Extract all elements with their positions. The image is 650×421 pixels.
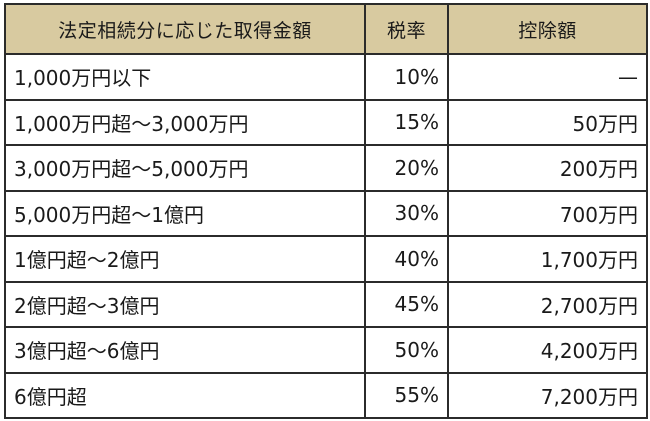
cell-tax-rate: 20% xyxy=(364,144,449,192)
cell-acquisition-amount: 3,000万円超～5,000万円 xyxy=(4,144,366,192)
cell-deduction: 200万円 xyxy=(447,144,648,192)
cell-tax-rate: 50% xyxy=(364,326,449,374)
cell-acquisition-amount: 1億円超～2億円 xyxy=(4,235,366,283)
cell-deduction: — xyxy=(447,53,648,101)
header-deduction: 控除額 xyxy=(447,3,648,55)
cell-tax-rate: 30% xyxy=(364,189,449,237)
table-row: 5,000万円超～1億円 30% 700万円 xyxy=(4,189,648,237)
cell-deduction: 700万円 xyxy=(447,189,648,237)
table-row: 3億円超～6億円 50% 4,200万円 xyxy=(4,326,648,374)
cell-acquisition-amount: 1,000万円超～3,000万円 xyxy=(4,98,366,146)
table-body: 1,000万円以下 10% — 1,000万円超～3,000万円 15% 50万… xyxy=(4,53,648,419)
table-row: 1億円超～2億円 40% 1,700万円 xyxy=(4,235,648,283)
cell-deduction: 50万円 xyxy=(447,98,648,146)
header-tax-rate: 税率 xyxy=(364,3,449,55)
header-acquisition-amount: 法定相続分に応じた取得金額 xyxy=(4,3,366,55)
cell-deduction: 7,200万円 xyxy=(447,371,648,419)
table-row: 1,000万円以下 10% — xyxy=(4,53,648,101)
cell-tax-rate: 10% xyxy=(364,53,449,101)
cell-tax-rate: 55% xyxy=(364,371,449,419)
cell-deduction: 4,200万円 xyxy=(447,326,648,374)
table-row: 3,000万円超～5,000万円 20% 200万円 xyxy=(4,144,648,192)
cell-acquisition-amount: 6億円超 xyxy=(4,371,366,419)
cell-acquisition-amount: 3億円超～6億円 xyxy=(4,326,366,374)
cell-deduction: 2,700万円 xyxy=(447,280,648,328)
cell-tax-rate: 15% xyxy=(364,98,449,146)
cell-tax-rate: 45% xyxy=(364,280,449,328)
inheritance-tax-rate-table: 法定相続分に応じた取得金額 税率 控除額 1,000万円以下 10% — 1,0… xyxy=(4,3,648,419)
table-header: 法定相続分に応じた取得金額 税率 控除額 xyxy=(4,3,648,55)
cell-acquisition-amount: 2億円超～3億円 xyxy=(4,280,366,328)
cell-tax-rate: 40% xyxy=(364,235,449,283)
cell-deduction: 1,700万円 xyxy=(447,235,648,283)
table-row: 6億円超 55% 7,200万円 xyxy=(4,371,648,419)
cell-acquisition-amount: 1,000万円以下 xyxy=(4,53,366,101)
table-row: 2億円超～3億円 45% 2,700万円 xyxy=(4,280,648,328)
table-row: 1,000万円超～3,000万円 15% 50万円 xyxy=(4,98,648,146)
header-row: 法定相続分に応じた取得金額 税率 控除額 xyxy=(4,3,648,55)
cell-acquisition-amount: 5,000万円超～1億円 xyxy=(4,189,366,237)
